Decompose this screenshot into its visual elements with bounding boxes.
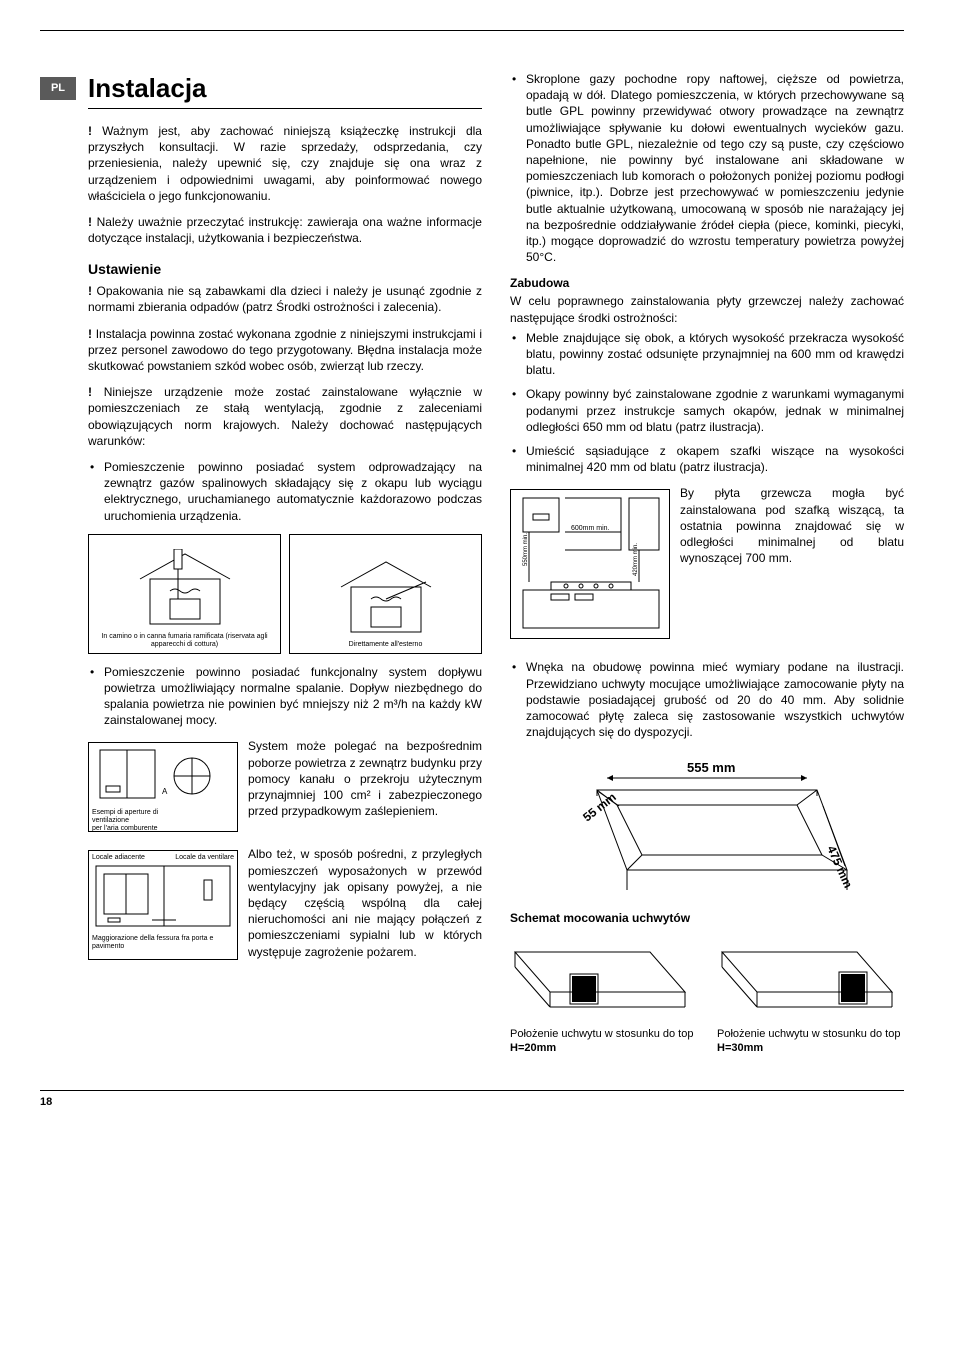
adjacent-text: Albo też, w sposób pośredni, z przyległy…: [248, 846, 482, 959]
fig-vent-cap-3: per l'aria comburente: [92, 825, 234, 833]
bracket30-cap-text: Położenie uchwytu w stosunku do top: [717, 1028, 900, 1040]
column-left: Instalacja Ważnym jest, aby zachować nin…: [88, 71, 482, 1066]
bracket20-caption: Położenie uchwytu w stosunku do top H=20…: [510, 1027, 697, 1057]
dim-555: 555 mm: [687, 760, 735, 775]
bracket30-svg: [717, 932, 897, 1022]
lang-column: PL: [40, 71, 76, 1066]
lpg-note: Skroplone gazy pochodne ropy naftowej, c…: [510, 71, 904, 265]
adjacent-room-row: Locale adiacente Locale da ventilare Mag…: [88, 846, 482, 964]
fig-vent-cap-2: ventilazione: [92, 817, 234, 825]
page-title: Instalacja: [88, 71, 482, 109]
zab-hood: Okapy powinny być zainstalowane zgodnie …: [510, 386, 904, 435]
bracket20-cap-val: H=20mm: [510, 1042, 556, 1054]
fig-chimney-caption: In camino o in canna fumaria ramificata …: [93, 633, 276, 648]
bracket20-cap-text: Położenie uchwytu w stosunku do top: [510, 1028, 693, 1040]
top-rule: [40, 30, 904, 31]
lang-tag: PL: [40, 77, 76, 100]
fig-cutout-dims: 555 mm 55 mm 475 mm: [547, 750, 867, 900]
bracket30-cap-val: H=30mm: [717, 1042, 763, 1054]
vent-direct-text: System może polegać na bezpośrednim pobo…: [248, 738, 482, 819]
dim-550: 550mm min.: [523, 533, 529, 566]
cabinet-row: 600mm min. 550mm min. 420mm min. By płyt…: [510, 485, 904, 649]
heading-zabudowa: Zabudowa: [510, 275, 904, 291]
page-body: PL Instalacja Ważnym jest, aby zachować …: [40, 71, 904, 1066]
zabudowa-intro: W celu poprawnego zainstalowania płyty g…: [510, 293, 904, 325]
heading-schemat: Schemat mocowania uchwytów: [510, 910, 904, 926]
fig-adj-bottom-label: Maggiorazione della fessura fra porta e …: [92, 935, 234, 950]
condition-list-1: Pomieszczenie powinno posiadać system od…: [88, 459, 482, 524]
bracket20-svg: [510, 932, 690, 1022]
cond-air-supply: Pomieszczenie powinno posiadać funkcjona…: [88, 664, 482, 729]
cabinet-text: By płyta grzewcza mogła być zainstalowan…: [680, 485, 904, 566]
lpg-list: Skroplone gazy pochodne ropy naftowej, c…: [510, 71, 904, 265]
page-footer: 18: [40, 1090, 904, 1110]
fig-adj-left-label: Locale adiacente: [92, 854, 145, 862]
fig-adjacent: Locale adiacente Locale da ventilare Mag…: [88, 850, 238, 960]
recess-note: Wnęka na obudowę powinna mieć wymiary po…: [510, 659, 904, 740]
warn-keep-manual: Ważnym jest, aby zachować niniejszą ksią…: [88, 123, 482, 204]
fig-direct-caption: Direttamente all'esterno: [349, 641, 423, 649]
content-columns: Instalacja Ważnym jest, aby zachować nin…: [88, 71, 904, 1066]
vent-svg: A: [92, 746, 234, 806]
warn-packaging: Opakowania nie są zabawkami dla dzieci i…: [88, 283, 482, 315]
condition-list-2: Pomieszczenie powinno posiadać funkcjona…: [88, 664, 482, 729]
fig-adj-right-label: Locale da ventilare: [175, 854, 234, 862]
bracket30-caption: Położenie uchwytu w stosunku do top H=30…: [717, 1027, 904, 1057]
warn-read: Należy uważnie przeczytać instrukcję: za…: [88, 214, 482, 246]
heading-ustawienie: Ustawienie: [88, 260, 482, 279]
page-number: 18: [40, 1096, 52, 1108]
zab-cabinets: Umieścić sąsiadujące z okapem szafki wis…: [510, 443, 904, 475]
chimney-figures: In camino o in canna fumaria ramificata …: [88, 534, 482, 654]
cabinet-svg: 600mm min. 550mm min. 420mm min.: [511, 490, 669, 638]
svg-text:A: A: [162, 787, 168, 796]
fig-vent-cap-1: Esempi di aperture di: [92, 809, 234, 817]
dim-600: 600mm min.: [571, 525, 610, 532]
fig-direct: Direttamente all'esterno: [289, 534, 482, 654]
recess-list: Wnęka na obudowę powinna mieć wymiary po…: [510, 659, 904, 740]
cond-exhaust: Pomieszczenie powinno posiadać system od…: [88, 459, 482, 524]
adjacent-svg: [92, 862, 234, 932]
fig-chimney: In camino o in canna fumaria ramificata …: [88, 534, 281, 654]
warn-ventilation: Niniejsze urządzenie może zostać zainsta…: [88, 384, 482, 449]
vent-example-row: A Esempi di aperture di ventilazione per…: [88, 738, 482, 836]
zabudowa-list: Meble znajdujące się obok, a których wys…: [510, 330, 904, 476]
fig-vent-opening: A Esempi di aperture di ventilazione per…: [88, 742, 238, 832]
bracket-fig-30: Położenie uchwytu w stosunku do top H=30…: [717, 932, 904, 1056]
chimney-svg: [130, 549, 240, 629]
column-right: Skroplone gazy pochodne ropy naftowej, c…: [510, 71, 904, 1066]
fig-cabinet-clearance: 600mm min. 550mm min. 420mm min.: [510, 489, 670, 639]
zab-furniture: Meble znajdujące się obok, a których wys…: [510, 330, 904, 379]
bracket-fig-20: Położenie uchwytu w stosunku do top H=20…: [510, 932, 697, 1056]
bracket-figs: Położenie uchwytu w stosunku do top H=20…: [510, 932, 904, 1056]
warn-install: Instalacja powinna zostać wykonana zgodn…: [88, 326, 482, 375]
direct-svg: [331, 557, 441, 637]
dim-420: 420mm min.: [633, 543, 639, 576]
